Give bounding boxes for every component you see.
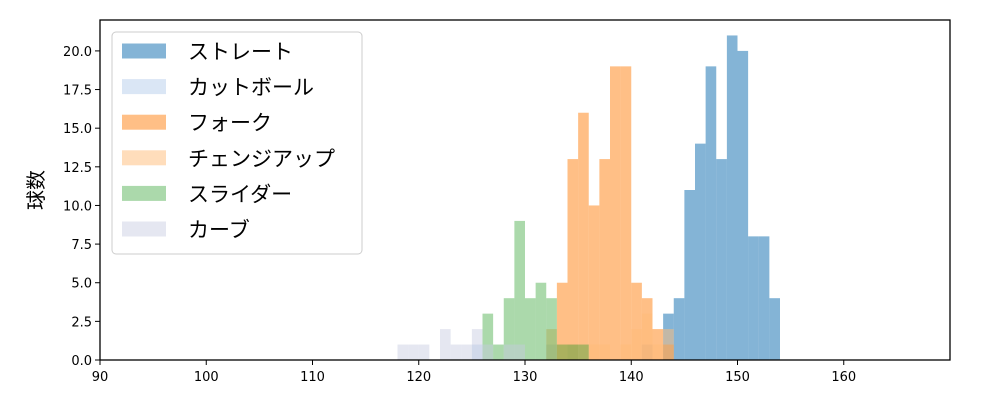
bar-series0-bin9	[758, 236, 770, 360]
legend-box	[111, 31, 363, 255]
y-axis-label: 球数	[24, 170, 48, 210]
legend-label: チェンジアップ	[188, 147, 335, 171]
x-tick-label: 150	[725, 370, 750, 385]
bar-series5-bin8	[503, 344, 515, 360]
bar-series2-bin7	[631, 282, 642, 360]
bar-series3-bin9	[663, 329, 674, 360]
legend-swatch	[122, 114, 166, 130]
bar-series2-bin3	[588, 205, 600, 360]
bar-series4-bin3	[514, 220, 525, 360]
bar-series3-bin0	[546, 329, 557, 360]
bar-series5-bin7	[482, 344, 494, 360]
x-tick-label: 120	[406, 370, 431, 385]
bar-series5-bin3	[440, 329, 451, 360]
bar-series3-bin8	[652, 344, 664, 360]
legend-label: フォーク	[188, 111, 272, 135]
bar-series2-bin1	[567, 159, 579, 360]
bar-series2-bin6	[620, 66, 632, 360]
bar-series0-bin5	[716, 159, 727, 360]
bar-series4-bin5	[535, 282, 547, 360]
x-axis: 90 100 110 120 130 140 150 160	[92, 360, 856, 385]
bar-series4-bin7	[556, 344, 568, 360]
bar-series4-bin6	[546, 298, 557, 360]
bar-series4-bin4	[525, 298, 536, 360]
x-tick-label: 140	[619, 370, 644, 385]
x-tick-label: 130	[513, 370, 538, 385]
bar-series3-bin4	[599, 344, 610, 360]
x-tick-label: 110	[300, 370, 325, 385]
bar-series2-bin5	[610, 66, 621, 360]
y-tick-label: 17.5	[63, 84, 92, 99]
bar-series0-bin3	[695, 143, 706, 360]
bar-series3-bin1	[556, 344, 568, 360]
bar-series4-bin1	[493, 344, 504, 360]
bar-series4-bin0	[482, 313, 494, 360]
y-tick-label: 15.0	[63, 122, 92, 137]
bar-series2-bin2	[578, 112, 589, 361]
y-tick-label: 20.0	[63, 45, 92, 60]
y-tick-label: 2.5	[71, 315, 92, 330]
bar-series0-bin6	[726, 35, 738, 361]
histogram-bars	[397, 35, 780, 361]
bar-series4-bin8	[567, 344, 579, 360]
legend-swatch	[122, 79, 166, 95]
x-tick-label: 160	[831, 370, 856, 385]
y-tick-label: 5.0	[71, 277, 92, 292]
bar-series0-bin1	[673, 298, 685, 360]
bar-series3-bin5	[620, 344, 632, 360]
x-tick-label: 100	[194, 370, 219, 385]
bar-series5-bin2	[418, 344, 430, 360]
legend-swatch	[122, 150, 166, 166]
bar-series3-bin2	[567, 344, 579, 360]
y-tick-label: 0.0	[71, 354, 92, 369]
bar-series5-bin1	[408, 344, 419, 360]
bar-series5-bin4	[450, 344, 462, 360]
legend-swatch	[122, 221, 166, 237]
bar-series3-bin7	[641, 313, 653, 360]
bar-series4-bin9	[578, 344, 589, 360]
bar-series0-bin7	[737, 50, 749, 361]
legend-label: スライダー	[188, 182, 292, 206]
bar-series1-bin0	[471, 344, 483, 360]
bar-series2-bin4	[599, 159, 610, 360]
bar-series5-bin0	[397, 344, 409, 360]
bar-series3-bin3	[588, 344, 600, 360]
legend-label: ストレート	[188, 40, 293, 64]
bar-series3-bin6	[631, 329, 642, 360]
bar-series5-bin9	[514, 344, 525, 360]
y-tick-label: 10.0	[63, 199, 92, 214]
bar-series5-bin6	[471, 329, 483, 360]
legend-label: カーブ	[188, 218, 250, 242]
y-tick-label: 7.5	[71, 238, 92, 253]
bar-series0-bin10	[769, 298, 780, 360]
bar-series2-bin0	[556, 282, 568, 360]
legend-label: カットボール	[188, 76, 314, 100]
legend-swatch	[122, 43, 166, 59]
bar-series0-bin2	[684, 190, 695, 360]
legend-swatch	[122, 185, 166, 201]
bar-series5-bin5	[461, 344, 472, 360]
y-axis: 0.0 2.5 5.0 7.5 10.0 12.5 15.0 17.5 20.0	[63, 45, 100, 369]
bar-series0-bin4	[705, 66, 717, 360]
y-tick-label: 12.5	[63, 161, 92, 176]
bar-series4-bin2	[503, 298, 515, 360]
bar-series0-bin8	[748, 236, 759, 360]
x-tick-label: 90	[92, 370, 109, 385]
